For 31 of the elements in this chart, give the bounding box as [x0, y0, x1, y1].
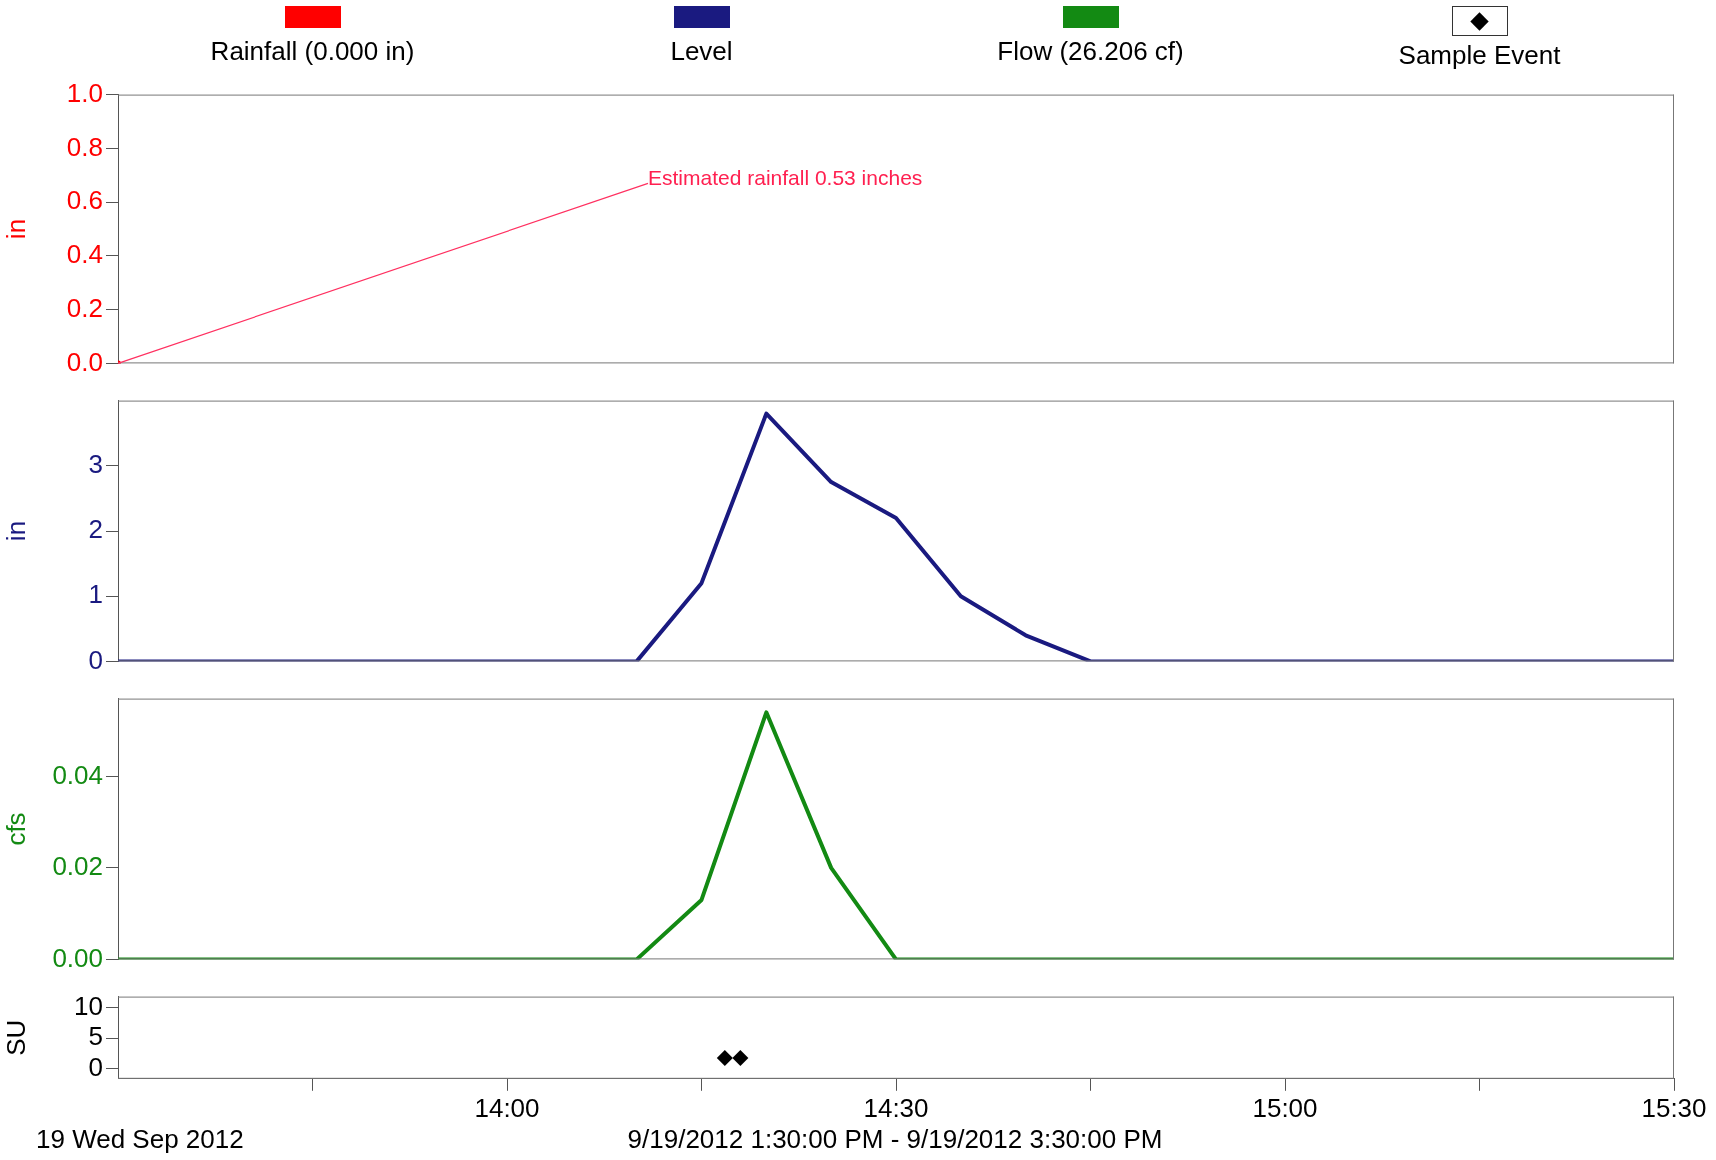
y-tick-label: 1.0 [66, 77, 103, 108]
y-tick-label: 0 [88, 644, 103, 675]
y-tick-label: 0 [88, 1052, 103, 1083]
y-tick-label: 0.8 [66, 131, 103, 162]
legend-label: Sample Event [1398, 40, 1561, 71]
y-tick-label: 5 [88, 1021, 103, 1052]
x-tick-label: 14:30 [863, 1092, 929, 1123]
y-tick-label: 0.00 [52, 942, 103, 973]
y-tick-label: 10 [74, 990, 103, 1021]
y-tick-label: 0.04 [52, 759, 103, 790]
y-tick-label: 1 [88, 579, 103, 610]
legend-label: Level [670, 36, 733, 67]
text: 9/19/2012 1:30:00 PM - 9/19/2012 3:30:00 PM [627, 1124, 1163, 1155]
x-tick-label: 15:00 [1252, 1092, 1318, 1123]
y-tick-label: 0.2 [66, 292, 103, 323]
legend-label: Rainfall (0.000 in) [210, 36, 415, 67]
y-tick-label: 0.0 [66, 346, 103, 377]
y-tick-label: 3 [88, 448, 103, 479]
y-axis-title: in [0, 520, 31, 542]
y-tick-label: 0.6 [66, 185, 103, 216]
y-axis-title: cfs [0, 812, 31, 846]
annotation: Estimated rainfall 0.53 inches [648, 165, 923, 189]
legend-label: Flow (26.206 cf) [997, 36, 1184, 67]
x-tick-label: 15:30 [1641, 1092, 1707, 1123]
y-tick-label: 0.02 [52, 851, 103, 882]
text: 19 Wed Sep 2012 [36, 1124, 244, 1155]
x-tick-label: 14:00 [474, 1092, 540, 1123]
y-axis-title: SU [0, 1019, 31, 1056]
y-axis-title: in [0, 218, 31, 240]
y-tick-label: 0.4 [66, 239, 103, 270]
y-tick-label: 2 [88, 514, 103, 545]
